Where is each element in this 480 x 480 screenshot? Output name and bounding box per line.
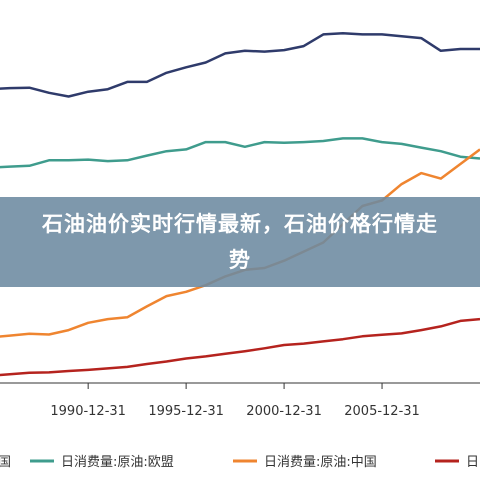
series-line-3	[0, 317, 480, 377]
x-tick-label: 2000-12-31	[246, 404, 322, 419]
series-line-1	[0, 137, 480, 169]
legend-label: 日消费量:原油:中国	[264, 455, 377, 470]
legend: 国 日消费量:原油:欧盟 日消费量:原油:中国 日	[0, 455, 479, 470]
legend-label: 国	[0, 455, 11, 470]
banner-title: 石油油价实时行情最新，石油价格行情走势	[42, 212, 438, 272]
x-tick-label: 1995-12-31	[148, 404, 224, 419]
x-tick-label: 2005-12-31	[344, 404, 420, 419]
x-tick-label: 1990-12-31	[50, 404, 126, 419]
series-line-0	[0, 32, 480, 98]
x-tick-layer: 1990-12-31 1995-12-31 2000-12-31 2005-12-31	[50, 383, 420, 419]
legend-label: 日消费量:原油:欧盟	[61, 455, 174, 470]
legend-label: 日	[466, 455, 479, 470]
title-banner: 石油油价实时行情最新，石油价格行情走势	[0, 197, 480, 287]
